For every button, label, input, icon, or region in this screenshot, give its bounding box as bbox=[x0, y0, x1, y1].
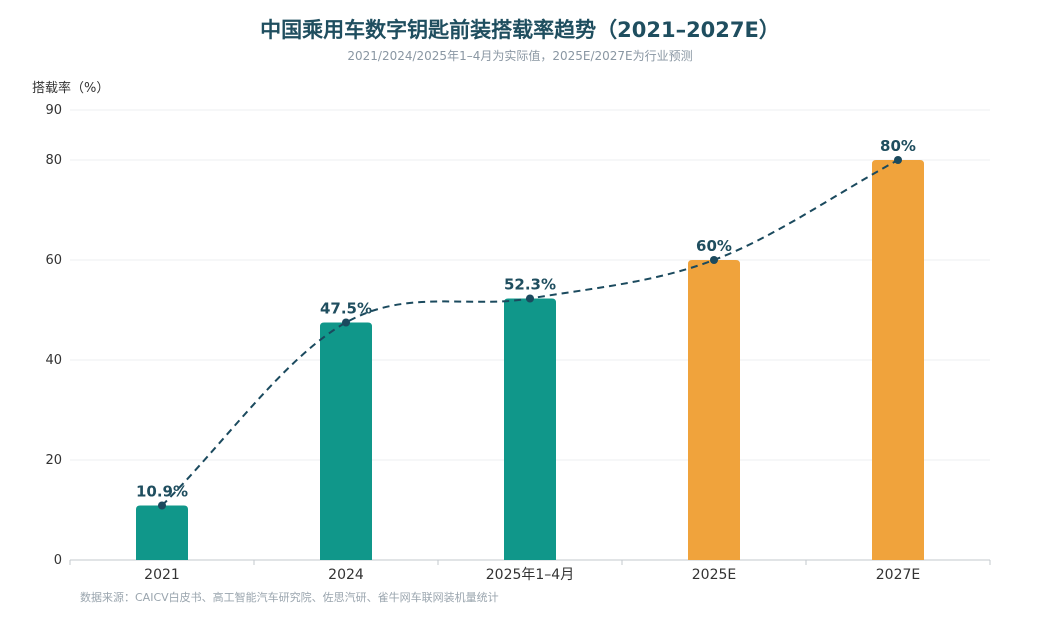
x-tick-label: 2024 bbox=[328, 567, 364, 583]
chart-subtitle: 2021/2024/2025年1–4月为实际值，2025E/2027E为行业预测 bbox=[347, 48, 692, 63]
bar-2027E bbox=[872, 160, 924, 560]
data-label: 60% bbox=[696, 237, 732, 255]
trend-line bbox=[161, 159, 899, 507]
data-label: 80% bbox=[880, 137, 916, 155]
y-tick-label: 90 bbox=[45, 103, 62, 118]
trend-layer bbox=[158, 156, 902, 510]
chart-title: 中国乘用车数字钥匙前装搭载率趋势（2021–2027E） bbox=[260, 18, 780, 42]
grid-layer: 0 20 40 60 80 90 bbox=[45, 103, 991, 568]
data-label: 47.5% bbox=[320, 300, 372, 318]
source-note: 数据来源：CAICV白皮书、高工智能汽车研究院、佐思汽研、雀牛网车联网装机量统计 bbox=[80, 590, 499, 604]
x-tick-label: 2027E bbox=[876, 567, 920, 583]
x-tick-label: 2021 bbox=[144, 567, 180, 583]
y-tick-label: 40 bbox=[45, 353, 62, 368]
bar-2025E bbox=[688, 260, 740, 560]
trend-point bbox=[342, 318, 350, 327]
label-layer: 2021 2024 2025年1–4月 2025E 2027E 10.9% 47.5% 52.… bbox=[136, 137, 920, 583]
trend-point bbox=[158, 501, 166, 510]
y-tick-label: 0 bbox=[54, 553, 62, 568]
y-tick-label: 20 bbox=[45, 453, 62, 468]
x-tick-label: 2025年1–4月 bbox=[486, 567, 574, 583]
y-tick-label: 80 bbox=[45, 153, 62, 168]
bar-2024 bbox=[320, 322, 372, 560]
data-label: 52.3% bbox=[504, 276, 556, 294]
trend-point bbox=[710, 256, 718, 264]
data-label: 10.9% bbox=[136, 483, 188, 501]
bar-2021 bbox=[136, 505, 188, 560]
trend-point bbox=[894, 156, 902, 164]
y-axis-label: 搭载率（%） bbox=[32, 80, 109, 96]
bar-layer bbox=[136, 160, 924, 560]
x-tick-label: 2025E bbox=[692, 567, 736, 583]
y-tick-label: 60 bbox=[45, 253, 62, 268]
bar-2025年1–4月 bbox=[504, 298, 556, 560]
trend-point bbox=[526, 294, 534, 303]
